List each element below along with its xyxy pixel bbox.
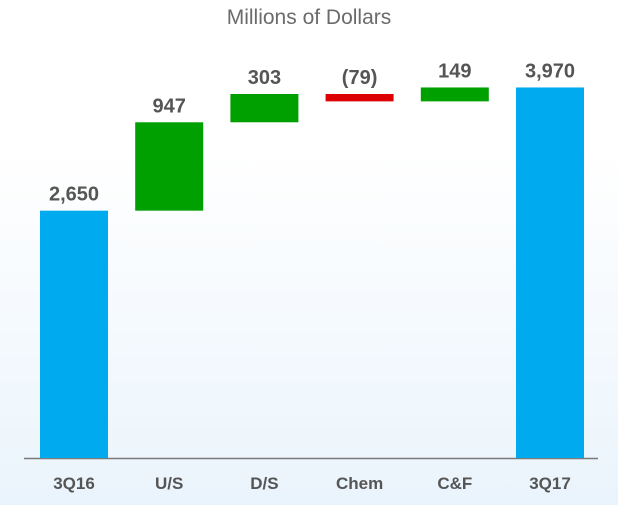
value-label: 2,650 (49, 184, 99, 206)
chart-title: Millions of Dollars (226, 6, 392, 29)
category-label: Chem (336, 474, 383, 493)
bar-c-f (420, 87, 489, 102)
category-label: D/S (250, 474, 278, 493)
value-label: (79) (342, 67, 378, 89)
value-label: 3,970 (525, 60, 575, 82)
bars-group (40, 87, 584, 458)
category-label: C&F (437, 474, 472, 493)
bar-3q16 (40, 210, 108, 458)
bar-chem (325, 94, 394, 102)
value-label: 149 (438, 60, 471, 82)
value-labels-group: 2,650 947 303 (79) 149 3,970 (49, 60, 575, 205)
bar-3q17 (516, 87, 584, 458)
value-label: 303 (248, 67, 281, 89)
category-label: 3Q16 (53, 474, 95, 493)
bar-u-s (135, 122, 204, 211)
bar-d-s (230, 94, 299, 123)
value-label: 947 (153, 95, 186, 117)
category-labels-group: 3Q16 U/S D/S Chem C&F 3Q17 (53, 474, 571, 493)
category-label: U/S (155, 474, 183, 493)
category-label: 3Q17 (529, 474, 571, 493)
